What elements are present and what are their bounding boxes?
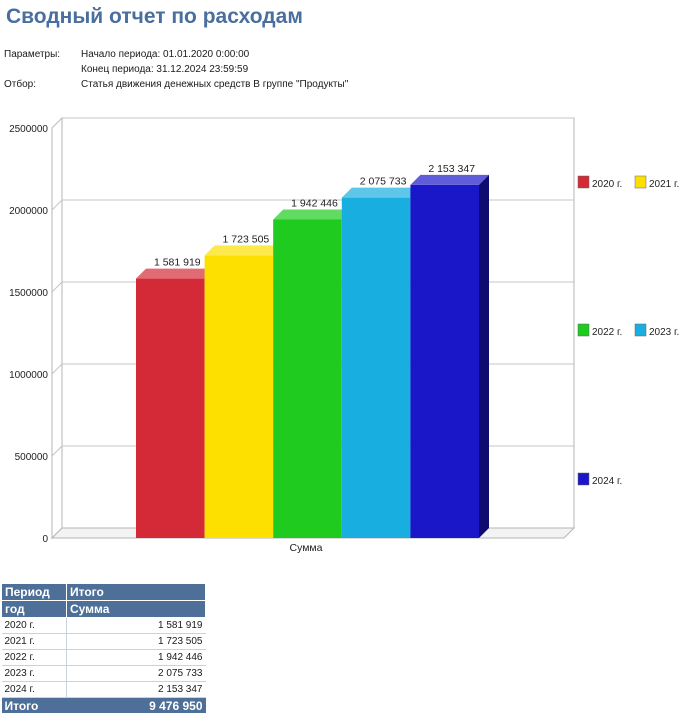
y-tick-label: 1000000 xyxy=(9,370,48,381)
bar xyxy=(204,255,274,538)
legend-swatch xyxy=(577,323,590,337)
legend-label: 2024 г. xyxy=(592,476,622,487)
params-label: Параметры: xyxy=(4,49,61,60)
data-label: 2 075 733 xyxy=(360,176,407,188)
report-title: Сводный отчет по расходам xyxy=(6,5,303,28)
row-year: 2023 г. xyxy=(1,665,67,682)
legend-swatch xyxy=(577,472,590,486)
row-sum: 1 723 505 xyxy=(66,633,206,650)
header-period: Период xyxy=(1,583,67,601)
report-parameters: Параметры: Начало периода: 01.01.2020 0:… xyxy=(4,47,348,92)
period-end: Конец периода: 31.12.2024 23:59:59 xyxy=(81,64,249,75)
y-tick-label: 1500000 xyxy=(9,288,48,299)
legend-swatch xyxy=(634,323,647,337)
bar-side xyxy=(479,174,489,539)
bar-top xyxy=(136,268,215,279)
bar xyxy=(273,219,342,539)
summary-table: Период Итого год Сумма 2020 г. 1 581 919… xyxy=(1,583,206,713)
bar xyxy=(136,278,205,538)
legend-label: 2023 г. xyxy=(649,327,679,338)
table-row: 2023 г. 2 075 733 xyxy=(1,665,206,682)
legend-swatch xyxy=(577,175,590,189)
row-sum: 2 075 733 xyxy=(66,665,206,682)
header-sum: Сумма xyxy=(66,600,206,618)
row-sum: 2 153 347 xyxy=(66,681,206,698)
y-tick-label: 2000000 xyxy=(9,206,48,217)
filter-label: Отбор: xyxy=(4,79,36,90)
legend-label: 2021 г. xyxy=(649,179,679,190)
gridline xyxy=(51,117,574,129)
header-total: Итого xyxy=(66,583,206,601)
bar-top xyxy=(410,174,489,185)
table-header-row-1: Период Итого xyxy=(1,583,206,601)
table-total-row: Итого 9 476 950 xyxy=(1,697,206,713)
row-sum: 1 942 446 xyxy=(66,649,206,666)
bar-top xyxy=(273,209,352,220)
row-sum: 1 581 919 xyxy=(66,617,206,634)
plot-left-wall xyxy=(51,116,63,540)
legend-label: 2022 г. xyxy=(592,327,622,338)
total-label: Итого xyxy=(1,697,67,713)
legend-label: 2020 г. xyxy=(592,179,622,190)
table-row: 2020 г. 1 581 919 xyxy=(1,617,206,634)
x-category-label: Сумма xyxy=(290,542,323,554)
table-row: 2022 г. 1 942 446 xyxy=(1,649,206,666)
row-year: 2020 г. xyxy=(1,617,67,634)
bar xyxy=(341,197,411,539)
filter-value: Статья движения денежных средств В групп… xyxy=(81,79,349,90)
table-row: 2024 г. 2 153 347 xyxy=(1,681,206,698)
data-label: 1 723 505 xyxy=(223,233,270,245)
legend-swatch xyxy=(634,175,647,189)
table-header-row-2: год Сумма xyxy=(1,600,206,618)
y-tick-label: 0 xyxy=(42,534,48,545)
expense-bar-chart: 0 500000 1000000 1500000 2000000 2500000 1 581… xyxy=(9,116,679,554)
y-tick-label: 2500000 xyxy=(9,124,48,135)
row-year: 2024 г. xyxy=(1,681,67,698)
total-sum: 9 476 950 xyxy=(66,697,206,713)
row-year: 2021 г. xyxy=(1,633,67,650)
y-tick-label: 500000 xyxy=(15,452,49,463)
bar xyxy=(410,184,479,539)
bar-top xyxy=(204,245,284,256)
period-start: Начало периода: 01.01.2020 0:00:00 xyxy=(81,49,250,60)
row-year: 2022 г. xyxy=(1,649,67,666)
bar-top xyxy=(341,187,421,198)
data-label: 2 153 347 xyxy=(428,163,475,175)
data-label: 1 581 919 xyxy=(154,257,201,269)
table-row: 2021 г. 1 723 505 xyxy=(1,633,206,650)
data-label: 1 942 446 xyxy=(291,197,338,209)
header-year: год xyxy=(1,600,67,618)
